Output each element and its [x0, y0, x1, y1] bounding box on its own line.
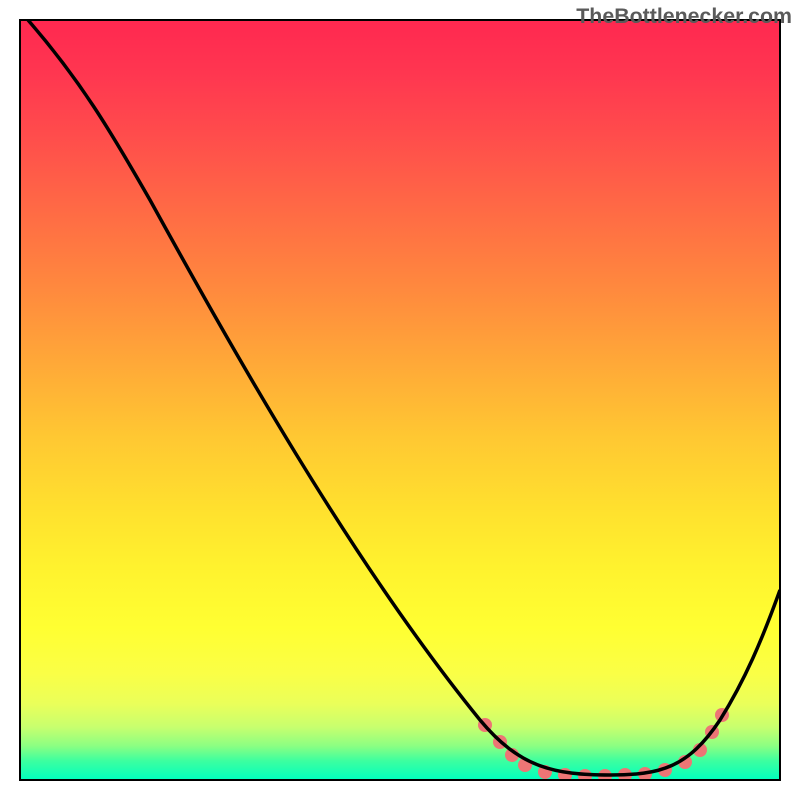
gradient-background [20, 20, 780, 780]
bottleneck-chart: TheBottlenecker.com [0, 0, 800, 800]
chart-svg [0, 0, 800, 800]
watermark-text: TheBottlenecker.com [576, 4, 792, 29]
